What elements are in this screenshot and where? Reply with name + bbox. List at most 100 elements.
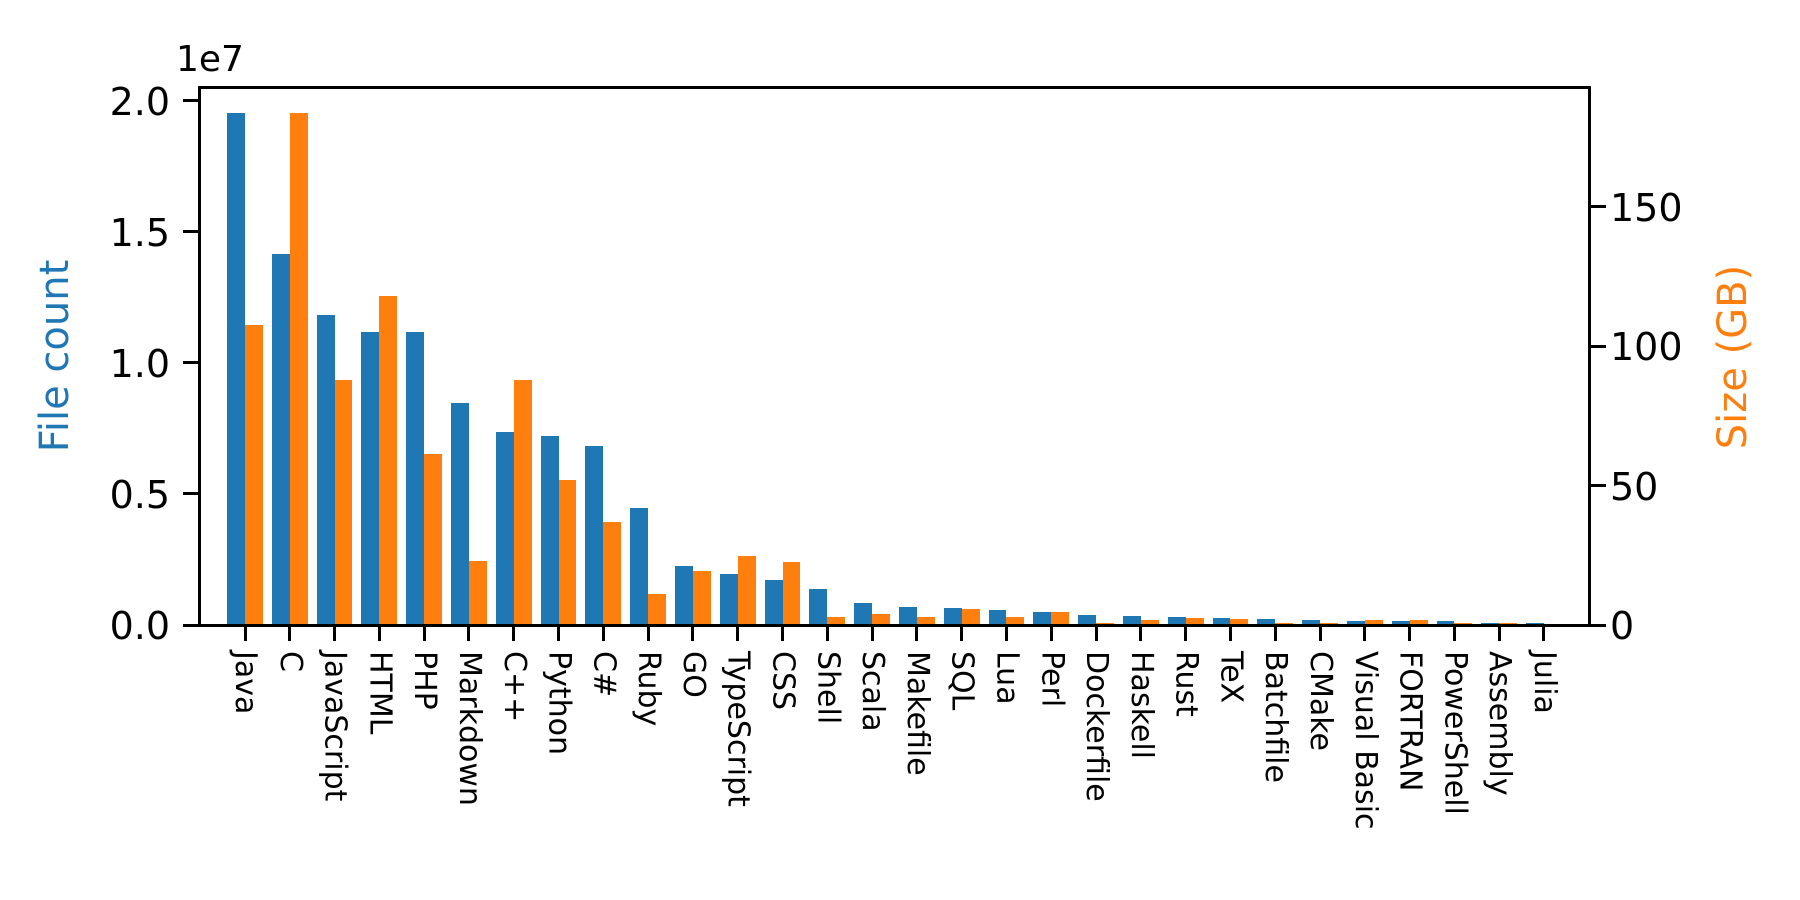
x-tick-label-scala: Scala [855, 651, 891, 732]
bar-size-gb-rust [1185, 617, 1204, 625]
left-y-tick-label: 2.0 [109, 79, 170, 124]
left-y-tick-label: 1.0 [109, 341, 170, 386]
right-y-tick [1590, 344, 1606, 348]
x-tick-c [288, 626, 292, 641]
bar-file-count-go [675, 565, 693, 625]
x-tick-label-shell: Shell [810, 651, 846, 725]
x-tick-typescript [736, 626, 740, 641]
x-tick-label-assembly: Assembly [1482, 651, 1518, 796]
bar-file-count-haskell [1122, 616, 1141, 625]
left-y-tick [182, 230, 198, 234]
x-tick-rust [1184, 626, 1188, 641]
bar-size-gb-sql [961, 609, 980, 625]
x-tick-css [781, 626, 785, 641]
x-tick-label-fortran: FORTRAN [1392, 651, 1428, 792]
bar-file-count-java [227, 112, 245, 625]
x-tick-label-perl: Perl [1034, 651, 1070, 708]
x-tick-php [422, 626, 426, 641]
bar-file-count-ruby [630, 507, 649, 625]
x-tick-julia [1542, 626, 1546, 641]
right-axis-label: Size (GB) [1710, 264, 1756, 450]
x-tick-dockerfile [1094, 626, 1098, 641]
bar-size-gb-javascript [334, 380, 353, 625]
x-tick-label-typescript: TypeScript [720, 651, 756, 807]
right-y-tick [1590, 484, 1606, 488]
x-tick-c [512, 626, 516, 641]
x-tick-label-cmake: CMake [1303, 651, 1339, 751]
x-tick-perl [1049, 626, 1053, 641]
x-tick-label-powershell: PowerShell [1437, 651, 1473, 815]
x-tick-label-haskell: Haskell [1123, 651, 1159, 760]
bar-size-gb-c [603, 522, 622, 625]
x-tick-python [557, 626, 561, 641]
right-y-tick [1590, 205, 1606, 209]
left-y-tick [182, 492, 198, 496]
x-tick-label-java: Java [228, 651, 263, 715]
x-tick-label-css: CSS [765, 651, 801, 711]
left-y-tick [182, 623, 198, 627]
x-tick-label-sql: SQL [944, 651, 980, 711]
bar-size-gb-shell [827, 616, 846, 625]
bar-file-count-python [540, 435, 559, 625]
x-tick-tex [1228, 626, 1232, 641]
x-tick-fortran [1408, 626, 1412, 641]
y-axis-offset-text: 1e7 [176, 39, 244, 80]
x-tick-html [377, 626, 381, 641]
left-y-tick [182, 99, 198, 103]
bar-file-count-javascript [316, 314, 335, 625]
bar-size-gb-visual-basic [1364, 619, 1383, 625]
x-tick-label-c: C [272, 651, 308, 672]
x-tick-visual-basic [1363, 626, 1367, 641]
left-y-tick [182, 361, 198, 365]
right-y-tick-label: 100 [1610, 325, 1683, 370]
x-tick-label-dockerfile: Dockerfile [1079, 651, 1115, 802]
x-tick-cmake [1318, 626, 1322, 641]
right-y-tick-label: 0 [1610, 604, 1635, 648]
x-tick-shell [825, 626, 829, 641]
bar-file-count-c [271, 254, 290, 625]
bar-file-count-powershell [1436, 621, 1455, 625]
x-tick-label-python: Python [541, 651, 577, 755]
x-tick-label-javascript: JavaScript [317, 651, 353, 802]
bar-file-count-scala [854, 603, 873, 625]
x-tick-label-html: HTML [362, 651, 398, 735]
bar-size-gb-html [379, 295, 398, 625]
bar-file-count-c [495, 431, 514, 625]
x-tick-sql [960, 626, 964, 641]
bar-file-count-html [361, 332, 380, 625]
x-tick-label-c: C# [586, 651, 622, 698]
bar-size-gb-go [692, 571, 711, 625]
x-tick-label-ruby: Ruby [631, 651, 667, 727]
bar-file-count-c [585, 446, 604, 625]
plot-area [197, 85, 1591, 627]
left-y-tick-label: 1.5 [109, 210, 170, 255]
x-tick-go [691, 626, 695, 641]
x-tick-java [243, 626, 247, 641]
bar-file-count-visual-basic [1346, 620, 1365, 625]
x-tick-label-lua: Lua [989, 651, 1025, 705]
bar-size-gb-c [513, 380, 532, 625]
bar-size-gb-makefile [916, 616, 935, 625]
bar-size-gb-typescript [737, 556, 756, 625]
x-tick-powershell [1452, 626, 1456, 641]
bar-size-gb-tex [1230, 619, 1249, 625]
bar-size-gb-python [558, 479, 577, 625]
bar-size-gb-markdown [468, 560, 487, 625]
x-tick-assembly [1497, 626, 1501, 641]
bar-file-count-markdown [451, 403, 469, 625]
bar-file-count-tex [1212, 618, 1231, 625]
x-tick-label-go: GO [675, 651, 711, 698]
bar-size-gb-haskell [1140, 619, 1159, 625]
right-y-tick-label: 50 [1610, 464, 1659, 509]
right-y-tick [1590, 623, 1606, 627]
x-tick-ruby [646, 626, 650, 641]
bar-file-count-css [764, 579, 783, 625]
x-tick-label-php: PHP [407, 651, 443, 710]
bar-size-gb-java [245, 324, 263, 625]
x-tick-label-batchfile: Batchfile [1258, 651, 1294, 783]
x-tick-label-c: C++ [496, 651, 532, 723]
bar-file-count-fortran [1391, 621, 1410, 625]
bar-file-count-perl [1033, 611, 1052, 625]
x-tick-makefile [915, 626, 919, 641]
